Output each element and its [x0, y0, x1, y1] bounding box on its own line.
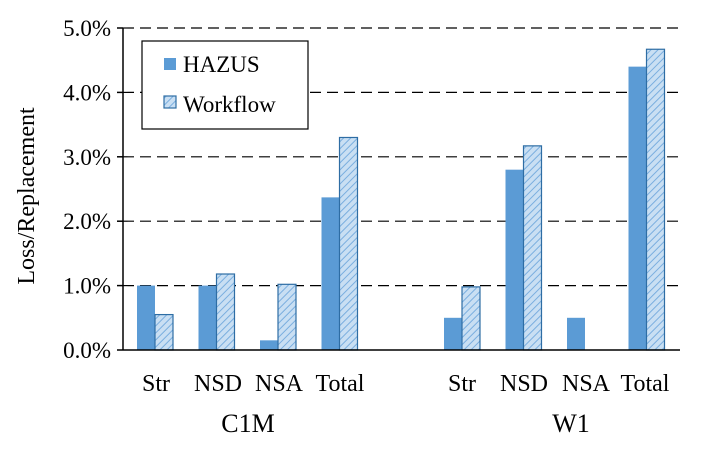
- bar-hazus-c1m-str: [137, 285, 155, 350]
- x-tick-label: NSD: [194, 371, 242, 397]
- x-tick-label: Str: [142, 371, 170, 397]
- bar-workflow-w1-nsd: [522, 145, 543, 351]
- legend: HAZUS Workflow: [141, 40, 309, 130]
- y-tick-label: 1.0%: [63, 274, 111, 299]
- x-tick-label: NSD: [500, 371, 548, 397]
- y-tick-label: 5.0%: [63, 16, 111, 41]
- x-tick-label: NSA: [255, 371, 304, 397]
- x-tick-label: Str: [448, 371, 476, 397]
- legend-swatch-hazus: [164, 58, 176, 70]
- bar-hazus-w1-nsd: [505, 169, 524, 350]
- x-axis-labels: Str NSD NSA Total C1M Str NSD NSA Total W1: [142, 371, 670, 438]
- bar-hazus-c1m-nsd: [198, 285, 217, 350]
- bar-hazus-w1-str: [444, 317, 462, 350]
- bar-hazus-c1m-nsa: [260, 340, 278, 350]
- legend-swatch-workflow: [163, 95, 177, 109]
- legend-frame: [141, 40, 309, 130]
- legend-label-hazus: HAZUS: [183, 52, 260, 77]
- y-tick-label: 4.0%: [63, 80, 111, 105]
- bar-workflow-w1-total: [645, 48, 666, 351]
- group-label: W1: [552, 409, 590, 438]
- bars: [137, 48, 666, 351]
- legend-label-workflow: Workflow: [183, 92, 276, 117]
- x-tick-label: NSA: [562, 371, 611, 397]
- bar-hazus-w1-total: [628, 66, 647, 350]
- x-tick-label: Total: [316, 371, 365, 397]
- y-axis-label: Loss/Replacement: [14, 107, 40, 285]
- y-tick-label: 3.0%: [63, 145, 111, 170]
- bar-workflow-c1m-str: [154, 313, 174, 351]
- bar-workflow-c1m-nsd: [215, 273, 236, 351]
- y-tick-label: 0.0%: [63, 338, 111, 363]
- y-tick-label: 2.0%: [63, 209, 111, 234]
- group-label: C1M: [221, 409, 274, 438]
- bar-workflow-w1-str: [461, 286, 481, 351]
- bar-workflow-c1m-nsa: [277, 283, 297, 351]
- x-tick-label: Total: [621, 371, 670, 397]
- bar-hazus-c1m-total: [321, 197, 340, 350]
- bar-workflow-c1m-total: [338, 136, 359, 351]
- bar-hazus-w1-nsa: [567, 317, 585, 350]
- y-axis-ticks: 0.0% 1.0% 2.0% 3.0% 4.0% 5.0%: [63, 16, 123, 363]
